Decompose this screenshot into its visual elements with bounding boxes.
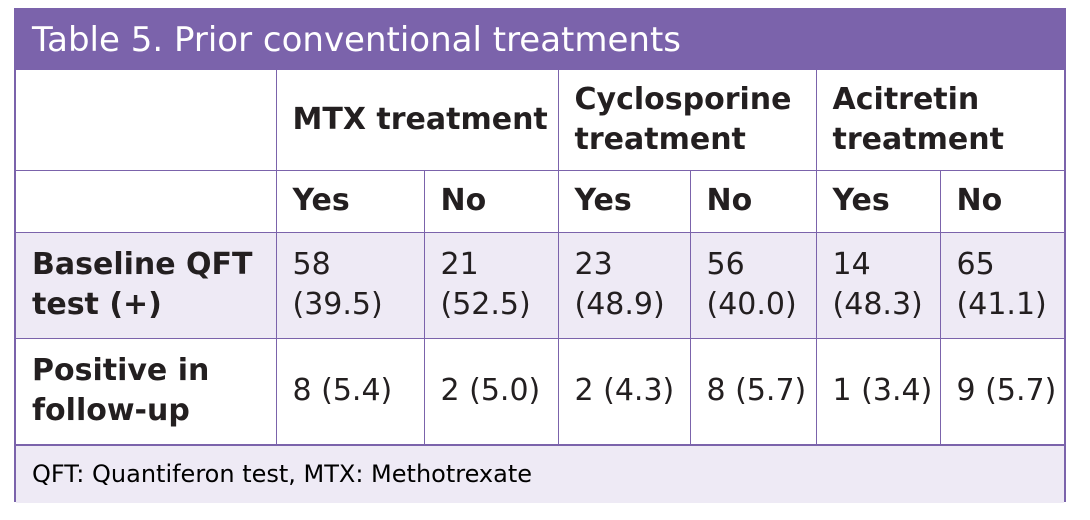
table-cell: 23 (48.9) bbox=[557, 231, 691, 339]
row-label-baseline: Baseline QFT test (+) bbox=[16, 231, 277, 339]
table-cell: 65 (41.1) bbox=[939, 231, 1065, 339]
table-cell: 8 (5.7) bbox=[689, 337, 817, 445]
table-row: Positive in follow-up 8 (5.4) 2 (5.0) 2 … bbox=[16, 337, 1065, 445]
table-cell: 2 (4.3) bbox=[557, 337, 691, 445]
subheader-mtx-yes: Yes bbox=[275, 169, 425, 233]
footnote-text: QFT: Quantiferon test, MTX: Methotrexate bbox=[32, 460, 533, 488]
row-label-follow-up: Positive in follow-up bbox=[16, 337, 277, 445]
table-cell: 8 (5.4) bbox=[275, 337, 425, 445]
data-table: MTX treatment Cyclosporine treatment Aci… bbox=[16, 70, 1065, 445]
subheader-cyclosporine-no: No bbox=[689, 169, 817, 233]
table-row: Baseline QFT test (+) 58 (39.5) 21 (52.5… bbox=[16, 231, 1065, 339]
table-cell: 14 (48.3) bbox=[815, 231, 941, 339]
header-group-mtx: MTX treatment bbox=[275, 70, 559, 171]
subheader-cyclosporine-yes: Yes bbox=[557, 169, 691, 233]
table-title: Table 5. Prior conventional treatments bbox=[16, 10, 1064, 70]
table-cell: 58 (39.5) bbox=[275, 231, 425, 339]
table-cell: 21 (52.5) bbox=[423, 231, 559, 339]
header-group-cyclosporine: Cyclosporine treatment bbox=[557, 70, 817, 171]
subheader-acitretin-yes: Yes bbox=[815, 169, 941, 233]
subheader-acitretin-no: No bbox=[939, 169, 1065, 233]
subheader-empty-cell bbox=[16, 169, 277, 233]
subheader-mtx-no: No bbox=[423, 169, 559, 233]
table-cell: 2 (5.0) bbox=[423, 337, 559, 445]
table-container: Table 5. Prior conventional treatments M… bbox=[14, 8, 1066, 503]
header-group-acitretin: Acitretin treatment bbox=[815, 70, 1065, 171]
table-cell: 9 (5.7) bbox=[939, 337, 1065, 445]
table-footnote: QFT: Quantiferon test, MTX: Methotrexate bbox=[16, 444, 1064, 503]
header-empty-cell bbox=[16, 70, 277, 171]
table-cell: 56 (40.0) bbox=[689, 231, 817, 339]
table-cell: 1 (3.4) bbox=[815, 337, 941, 445]
